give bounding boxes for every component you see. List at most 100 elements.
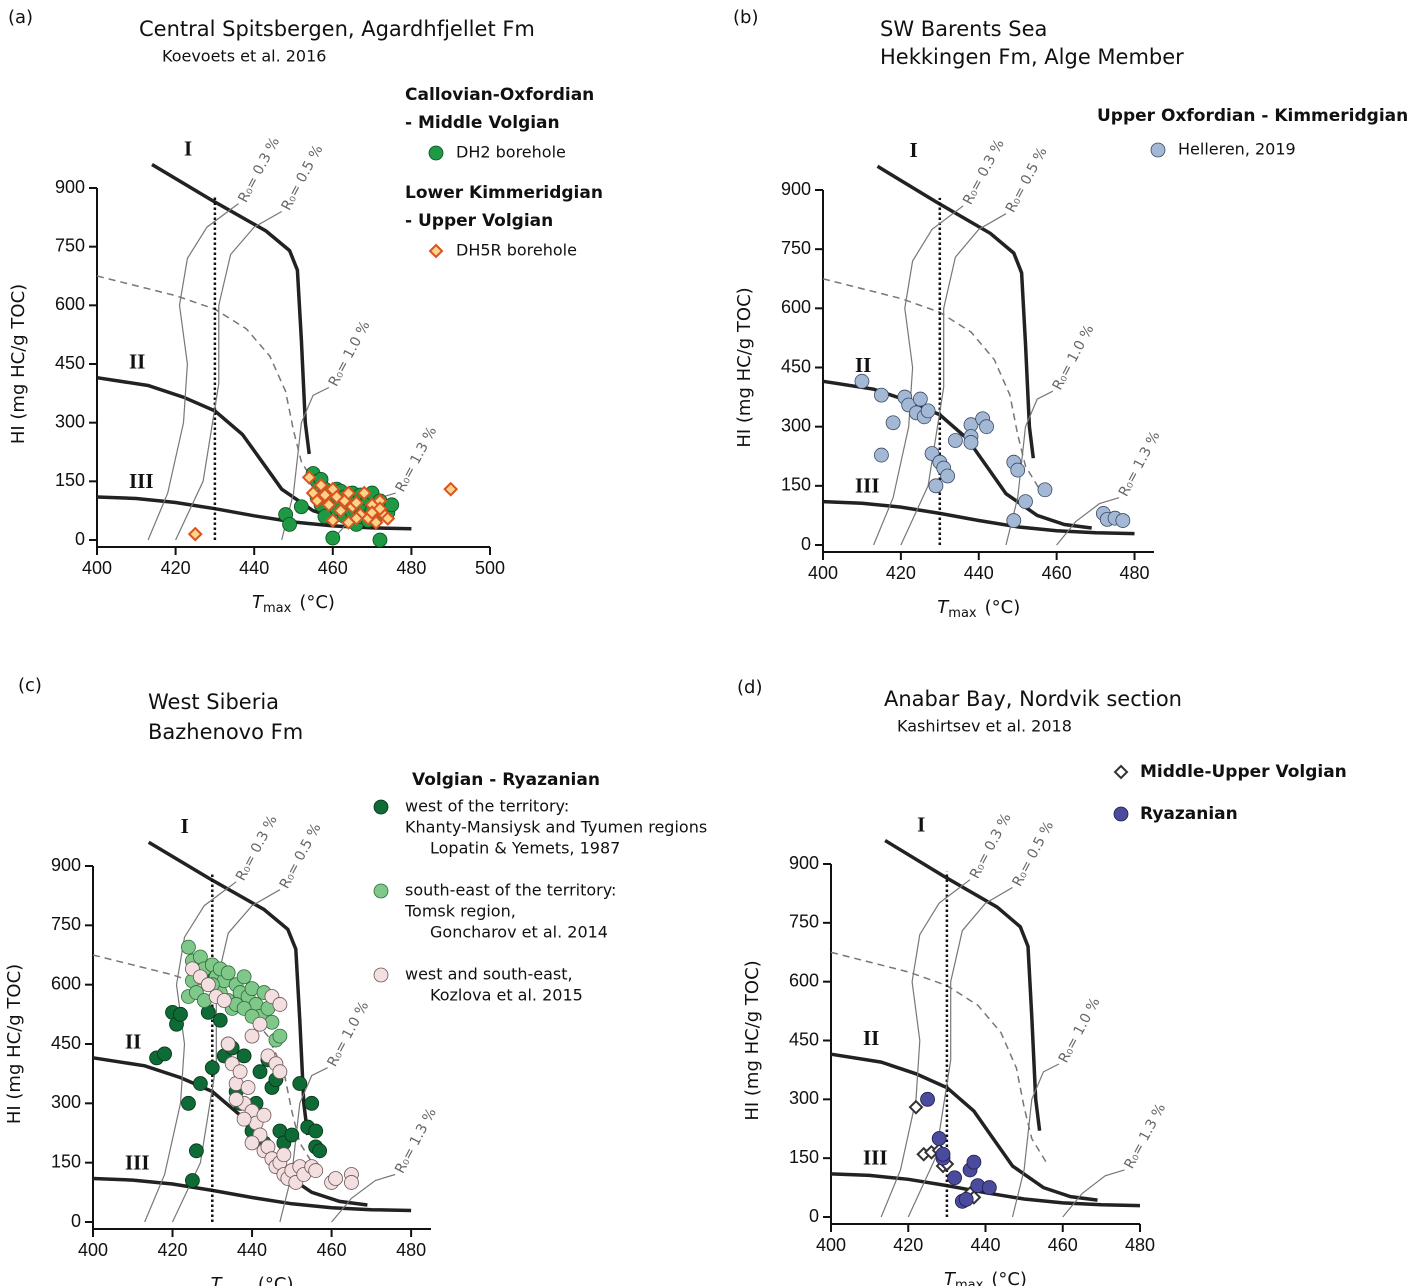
reference-curve: [92, 1176, 412, 1213]
legend-detail: Khanty-Mansiysk and Tyumen regions: [405, 818, 707, 837]
circle-marker: [244, 1135, 260, 1151]
circle-marker: [181, 1095, 196, 1111]
chart-title: Anabar Bay, Nordvik section: [884, 687, 1182, 711]
kerogen-label: II: [129, 350, 145, 374]
reference-curve: [907, 886, 1013, 1218]
diamond-marker: [348, 495, 364, 511]
circle-marker: [256, 1107, 272, 1123]
y-tick-label: 600: [55, 294, 85, 314]
y-axis-label: HI (mg HC/g TOC): [8, 284, 29, 444]
circle-marker: [1010, 462, 1026, 478]
legend-label: west and south-east,: [405, 965, 573, 984]
circle-marker: [228, 1091, 244, 1107]
circle-marker: [981, 1180, 997, 1195]
circle-marker: [948, 433, 963, 448]
legend-title: Upper Oxfordian - Kimmeridgian: [1097, 106, 1407, 126]
circle-marker: [325, 530, 341, 546]
reference-curve: [876, 164, 1036, 459]
circle-marker: [312, 1143, 328, 1159]
y-tick-label: 450: [55, 353, 85, 373]
y-tick-label: 0: [801, 534, 811, 554]
y-tick-label: 750: [789, 912, 819, 932]
isoreflectance-label: R₀= 0.3 %: [967, 811, 1015, 882]
x-tick-label: 460: [1048, 1235, 1078, 1255]
x-tick-label: 460: [317, 1240, 347, 1260]
y-tick-label: 600: [51, 973, 81, 993]
kerogen-label: II: [125, 1030, 141, 1054]
diamond-marker: [443, 481, 459, 497]
legend-label: DH2 borehole: [456, 143, 566, 162]
reference-curve: [1062, 1169, 1125, 1218]
circle-marker: [157, 1046, 172, 1062]
y-axis-label: HI (mg HC/g TOC): [734, 287, 755, 447]
circle-marker: [220, 1036, 236, 1052]
reference-curve: [1011, 1063, 1060, 1218]
y-tick-label: 300: [51, 1092, 81, 1112]
x-tick-label: 460: [1042, 563, 1072, 583]
x-label-subscript: max: [222, 1283, 251, 1286]
diamond-marker: [356, 485, 372, 501]
circle-marker: [236, 1048, 252, 1064]
legend-label: south-east of the territory:: [405, 881, 616, 900]
isoreflectance-label: R₀= 1.0 %: [326, 319, 374, 390]
chart-title: Central Spitsbergen, Agardhfjellet Fm: [139, 17, 535, 41]
isoreflectance-label: R₀= 1.3 %: [393, 424, 441, 495]
reference-curve: [151, 162, 311, 455]
y-tick-label: 450: [789, 1029, 819, 1049]
circle-marker: [1006, 513, 1022, 528]
x-tick-label: 400: [78, 1240, 108, 1260]
reference-curve: [147, 203, 239, 541]
legend-label: west of the territory:: [405, 797, 569, 816]
x-label-symbol: T: [937, 597, 950, 618]
kerogen-label: III: [863, 1146, 888, 1170]
circle-marker: [874, 447, 889, 463]
x-label-subscript: max: [263, 601, 292, 616]
diamond-marker: [341, 485, 356, 501]
isoreflectance-label: R₀= 0.3 %: [235, 135, 283, 206]
chart-title: Hekkingen Fm, Alge Member: [880, 45, 1184, 69]
circle-marker: [1115, 513, 1131, 528]
diamond-marker: [329, 489, 345, 505]
y-tick-label: 750: [51, 914, 81, 934]
x-label-symbol: T: [252, 592, 265, 613]
x-tick-label: 500: [475, 558, 505, 578]
y-tick-label: 300: [789, 1088, 819, 1108]
x-tick-label: 460: [318, 558, 348, 578]
reference-curve: [880, 879, 971, 1218]
x-axis-label: Tmax (°C): [252, 592, 335, 616]
chart-title: West Siberia: [148, 690, 279, 714]
isoreflectance-label: R₀= 1.3 %: [392, 1106, 440, 1177]
legend-label: Helleren, 2019: [1178, 140, 1296, 159]
x-tick-label: 440: [237, 1240, 267, 1260]
y-tick-label: 450: [781, 356, 811, 376]
y-tick-label: 450: [51, 1033, 81, 1053]
legend-marker: [1113, 806, 1129, 822]
circle-marker: [958, 1191, 974, 1207]
reference-curve: [96, 275, 318, 488]
x-tick-label: 400: [808, 563, 838, 583]
reference-curve: [822, 278, 1042, 493]
y-axis-label: HI (mg HC/g TOC): [742, 960, 763, 1120]
y-tick-label: 150: [55, 470, 85, 490]
circle-marker: [920, 403, 936, 419]
isoreflectance-label: R₀= 0.3 %: [233, 813, 281, 884]
reference-curve: [175, 210, 282, 541]
panel-label: (c): [18, 675, 42, 696]
chart-title: SW Barents Sea: [880, 17, 1047, 41]
isoreflectance-label: R₀= 1.0 %: [1056, 995, 1104, 1066]
isoreflectance-label: R₀= 1.0 %: [325, 999, 373, 1070]
circle-marker: [293, 499, 309, 515]
kerogen-label: II: [855, 353, 871, 377]
diamond-marker: [348, 511, 364, 526]
circle-marker: [384, 497, 400, 513]
diamond-marker: [341, 514, 356, 530]
reference-curve: [331, 1173, 396, 1223]
reference-curve: [1056, 497, 1120, 546]
reference-curve: [822, 499, 1135, 536]
isoreflectance-label: R₀= 0.5 %: [1009, 819, 1057, 890]
kerogen-label: III: [129, 469, 154, 493]
circle-marker: [874, 387, 889, 403]
y-tick-label: 900: [51, 855, 81, 875]
reference-curve: [822, 379, 1092, 530]
